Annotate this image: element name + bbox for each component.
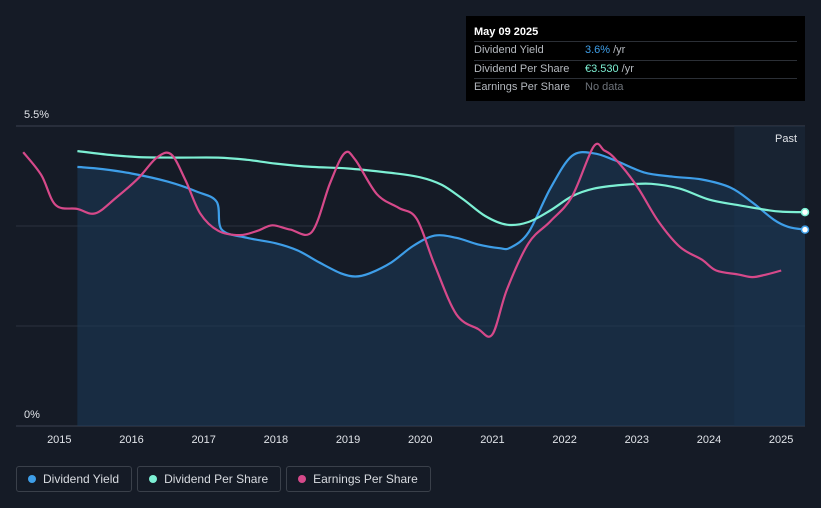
tooltip-unit: /yr (613, 44, 626, 56)
legend-label: Earnings Per Share (313, 472, 418, 486)
tooltip-value: €3.530 (585, 62, 619, 75)
y-tick-label-top: 5.5% (24, 109, 49, 121)
tooltip-row-dividend-yield: Dividend Yield 3.6% /yr (474, 41, 797, 60)
legend-label: Dividend Yield (43, 472, 120, 486)
series-layer (22, 142, 810, 426)
x-tick-label: 2016 (119, 434, 143, 446)
tooltip-label: Dividend Yield (474, 44, 544, 56)
tooltip-panel: May 09 2025 Dividend Yield 3.6% /yr Divi… (466, 16, 805, 101)
series-end-marker-dividend-yield (800, 225, 810, 234)
tooltip-row-earnings-per-share: Earnings Per Share No data (474, 78, 797, 97)
x-tick-label: 2022 (552, 434, 576, 446)
series-end-marker-dividend-per-share (800, 207, 810, 217)
legend-dot-icon (298, 475, 307, 483)
tooltip-unit: /yr (621, 62, 634, 75)
x-tick-label: 2018 (264, 434, 288, 446)
x-tick-label: 2025 (769, 434, 793, 446)
y-tick-label-bottom: 0% (24, 409, 40, 421)
x-axis: 2015 2016 2017 2018 2019 2020 2021 2022 2023 2024… (47, 434, 793, 446)
x-tick-label: 2015 (47, 434, 71, 446)
tooltip-row-dividend-per-share: Dividend Per Share €3.530 /yr (474, 59, 797, 79)
series-line-earnings-per-share (22, 142, 782, 338)
tooltip-label: Earnings Per Share (474, 81, 570, 93)
legend-item-earnings-per-share[interactable]: Earnings Per Share (286, 466, 431, 492)
x-tick-label: 2023 (625, 434, 649, 446)
tooltip-value: No data (585, 81, 624, 93)
x-tick-label: 2020 (408, 434, 432, 446)
x-tick-label: 2024 (697, 434, 721, 446)
series-line-dividend-yield (77, 151, 806, 278)
x-tick-label: 2021 (480, 434, 504, 446)
legend-dot-icon (149, 475, 158, 483)
series-line-dividend-per-share (77, 150, 806, 227)
legend-dot-icon (28, 475, 36, 483)
legend-label: Dividend Per Share (164, 472, 269, 486)
tooltip-date: May 09 2025 (474, 26, 539, 38)
tooltip-label: Dividend Per Share (474, 62, 570, 75)
legend: Dividend Yield Dividend Per Share Earnin… (16, 466, 431, 492)
past-label: Past (775, 133, 797, 145)
x-tick-label: 2017 (191, 434, 215, 446)
legend-item-dividend-yield[interactable]: Dividend Yield (16, 466, 133, 492)
tooltip-value: 3.6% (585, 44, 611, 56)
series-area-dividend-yield (77, 152, 805, 426)
x-tick-label: 2019 (336, 434, 360, 446)
legend-item-dividend-per-share[interactable]: Dividend Per Share (137, 466, 282, 492)
